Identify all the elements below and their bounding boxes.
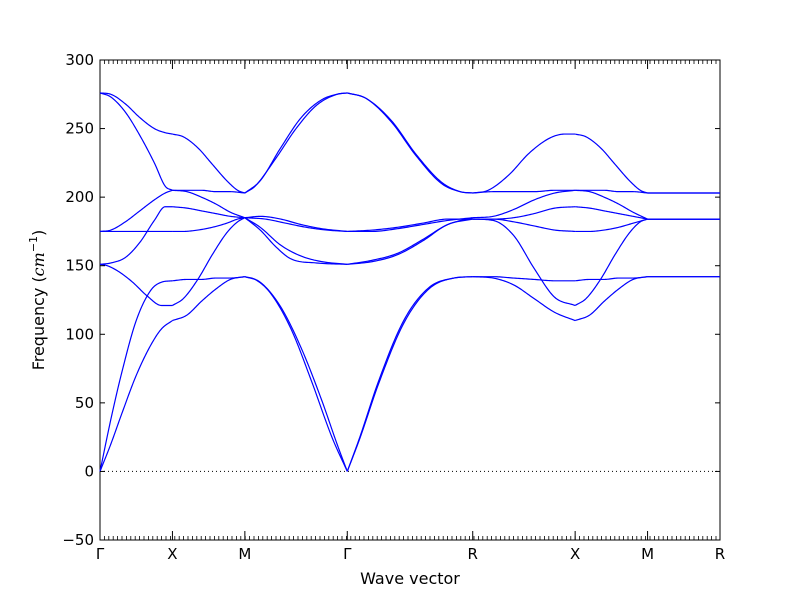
y-axis-label-suffix: ): [29, 230, 48, 236]
band-lines: [99, 92, 720, 472]
band-5-segment-6: [575, 218, 648, 233]
band-3-segment-5: [472, 218, 576, 307]
plot-area: [99, 59, 721, 541]
x-tick-label: Γ: [96, 545, 105, 563]
band-2-segment-3: [244, 276, 348, 472]
x-tick-label: R: [715, 545, 725, 563]
x-tick-label: M: [238, 545, 251, 563]
y-tick-label: 250: [65, 120, 94, 138]
x-axis-label: Wave vector: [360, 569, 460, 588]
band-8-segment-1: [99, 92, 173, 135]
band-6-segment-1: [99, 189, 173, 233]
band-2-segment-6: [575, 276, 648, 282]
band-3-segment-2: [172, 217, 246, 307]
band-5-segment-5: [472, 218, 576, 233]
band-6-segment-2: [172, 189, 246, 219]
band-3-segment-3: [244, 217, 348, 265]
band-1-segment-1: [99, 320, 173, 472]
band-1-segment-5: [472, 276, 576, 322]
y-tick-label: −50: [62, 531, 94, 549]
y-tick-label: 150: [65, 257, 94, 275]
band-5-segment-2: [172, 217, 245, 233]
band-7-segment-2: [172, 189, 245, 194]
x-tick-label: Γ: [343, 545, 352, 563]
y-axis-label: Frequency (cm−1): [27, 230, 48, 371]
y-tick-label: 300: [65, 51, 94, 69]
x-tick-label: R: [468, 545, 478, 563]
y-axis-label-exponent: −1: [27, 236, 40, 252]
band-2-segment-2: [172, 276, 245, 282]
band-4-segment-1: [99, 206, 173, 265]
band-6-segment-4: [347, 217, 473, 233]
band-6-segment-5: [472, 189, 576, 219]
x-tick-label: M: [641, 545, 654, 563]
band-2-segment-1: [99, 280, 173, 472]
x-tick-label: X: [570, 545, 580, 563]
band-2-segment-5: [472, 276, 576, 282]
band-4-segment-2: [172, 206, 245, 219]
y-tick-label: 200: [65, 188, 94, 206]
band-2-segment-4: [346, 276, 473, 472]
band-4-segment-6: [575, 206, 648, 220]
band-3-segment-6: [574, 218, 648, 307]
band-8-segment-6: [575, 133, 648, 194]
band-8-segment-2: [172, 133, 246, 194]
plot-background: [100, 60, 720, 540]
y-tick-label: 100: [65, 325, 94, 343]
plot-frame: [99, 59, 721, 541]
y-axis-label-unit: cm: [29, 252, 48, 276]
band-7-segment-1: [99, 92, 173, 191]
band-8-segment-3: [244, 92, 348, 194]
band-7-segment-5: [472, 189, 576, 194]
y-axis: −50 0 50 100 150 200 250 300: [62, 51, 720, 549]
y-tick-label: 50: [75, 394, 94, 412]
y-axis-label-prefix: Frequency (: [29, 276, 48, 370]
band-6-segment-3: [244, 215, 348, 233]
band-7-segment-6: [575, 189, 648, 194]
band-4-segment-4: [347, 217, 473, 265]
band-4-segment-3: [244, 217, 348, 265]
band-3-segment-1: [99, 263, 173, 307]
x-tick-label: X: [167, 545, 177, 563]
band-8-segment-5: [472, 133, 576, 194]
band-5-segment-4: [347, 218, 473, 233]
y-tick-label: 0: [84, 462, 94, 480]
band-8-segment-4: [347, 92, 473, 194]
band-6-segment-6: [575, 189, 648, 220]
